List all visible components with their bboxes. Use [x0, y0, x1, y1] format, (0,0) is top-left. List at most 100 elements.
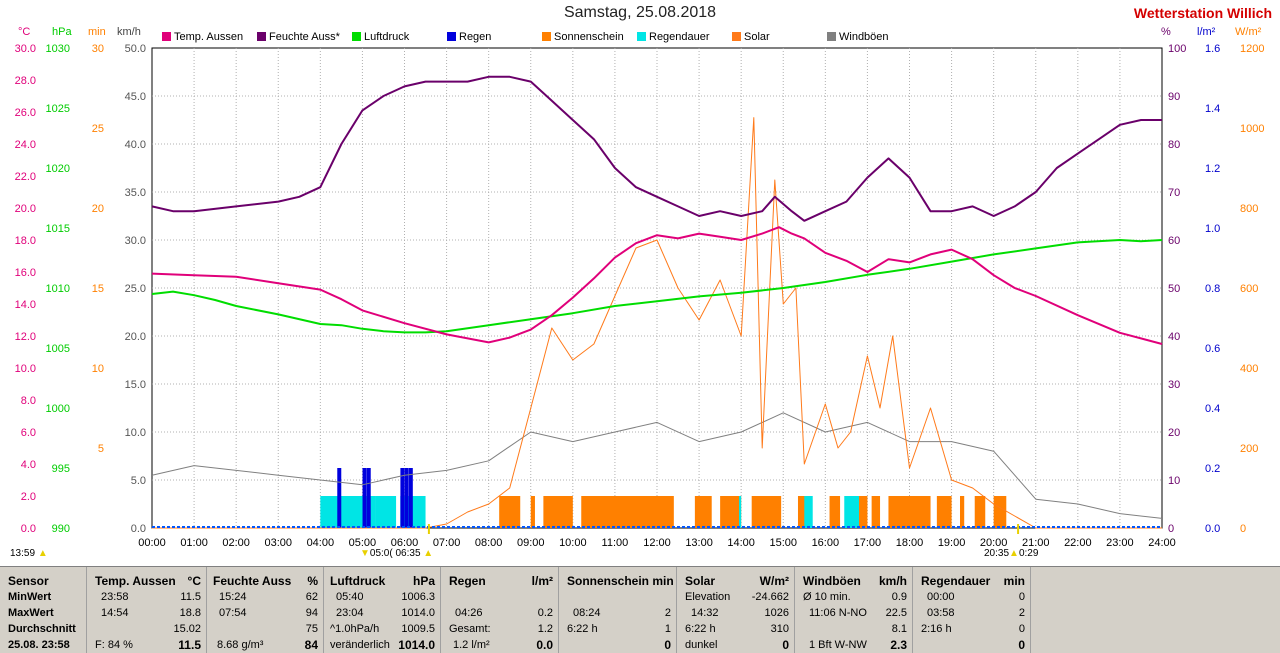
time-note-left: 13:59 ▲ — [10, 548, 48, 559]
stats-rain-max: 0.2 — [537, 607, 553, 619]
y-tick-rain_lm2: 0.2 — [1205, 463, 1220, 475]
series-line-windb-en — [151, 412, 1163, 519]
y-tick-rain_lm2: 1.0 — [1205, 223, 1220, 235]
y-tick-minutes: 5 — [98, 443, 104, 455]
stats-raintime-max: 2 — [1018, 607, 1025, 619]
stats-raintime-min-time: 00:00 — [927, 591, 955, 603]
stats-raintime-current: 0 — [1018, 638, 1025, 652]
statistics-panel: Sensor MinWert MaxWert Durchschnitt 25.0… — [0, 566, 1280, 653]
stats-pressure-min: 1006.3 — [401, 591, 435, 603]
y-tick-temp_c: 20.0 — [15, 203, 36, 215]
y-tick-percent: 50 — [1168, 283, 1180, 295]
x-tick-label: 16:00 — [812, 537, 840, 549]
stats-temp-unit: °C — [187, 574, 201, 588]
stats-pressure-max: 1014.0 — [401, 607, 435, 619]
stats-solar-duration: 6:22 h — [685, 623, 716, 635]
y-tick-minutes: 30 — [92, 43, 104, 55]
y-tick-speed_kmh: 0.0 — [131, 523, 146, 535]
sunshine-bar — [859, 496, 868, 528]
stats-solar-current: 0 — [782, 638, 789, 652]
stats-sunshine-total: 6:22 h — [567, 623, 598, 635]
stats-temp-column: Temp. Aussen °C 23:58 11.5 14:54 18.8 15… — [86, 567, 207, 653]
legend-pressure: Luftdruck — [352, 31, 409, 43]
raintime-bar — [844, 496, 859, 528]
stats-gust-column: Windböen km/h Ø 10 min. 0.9 11:06 N-NO 2… — [794, 567, 913, 653]
y-tick-percent: 60 — [1168, 235, 1180, 247]
stats-gust-daily-avg: 8.1 — [891, 623, 907, 635]
stats-gust-current: 2.3 — [890, 638, 907, 652]
sunshine-bar — [720, 496, 742, 528]
series-line-feuchte-auss- — [151, 75, 1162, 222]
y-tick-pressure_hpa: 990 — [52, 523, 70, 535]
rain-bar — [408, 468, 413, 528]
stats-raintime-avg: 0 — [1018, 623, 1025, 635]
stats-humidity-max-time: 07:54 — [219, 607, 247, 619]
stats-gust-avg10: 0.9 — [891, 591, 907, 603]
y-tick-speed_kmh: 30.0 — [125, 235, 146, 247]
stats-sunshine-column: Sonnenschein min 08:24 2 6:22 h 1 0 — [558, 567, 677, 653]
x-tick-label: 14:00 — [727, 537, 755, 549]
y-tick-temp_c: 6.0 — [21, 427, 36, 439]
percent-axis-unit: % — [1161, 26, 1171, 38]
stats-raintime-column: Regendauer min 00:00 0 03:58 2 2:16 h 0 … — [912, 567, 1031, 653]
station-name[interactable]: Wetterstation Willich — [1133, 5, 1272, 21]
stats-raintime-header: Regendauer — [921, 574, 991, 588]
stats-pressure-current: 1014.0 — [398, 638, 435, 652]
x-tick-label: 13:00 — [685, 537, 713, 549]
chart-title: Samstag, 25.08.2018 — [563, 4, 717, 21]
stats-humidity-min: 62 — [305, 591, 318, 603]
legend-humidity: Feuchte Auss* — [257, 31, 340, 43]
y-tick-pressure_hpa: 1005 — [46, 343, 70, 355]
x-tick-label: 23:00 — [1106, 537, 1134, 549]
stats-gust-beaufort: 1 Bft W-NW — [809, 639, 867, 651]
y-tick-temp_c: 8.0 — [21, 395, 36, 407]
series-line-solar — [152, 117, 1162, 529]
stats-sunshine-max-time: 08:24 — [573, 607, 601, 619]
weather-chart: 00:00 01:00 02:00 03:00 04:00 05:00 06:00 07:00… — [15, 43, 1265, 549]
y-tick-pressure_hpa: 1020 — [46, 163, 70, 175]
y-tick-pressure_hpa: 1010 — [46, 283, 70, 295]
x-tick-label: 20:00 — [980, 537, 1008, 549]
stats-solar-header: Solar — [685, 574, 716, 588]
stats-sunshine-current: 0 — [664, 638, 671, 652]
sunshine-bar — [993, 496, 1007, 528]
sunshine-bar — [936, 496, 952, 528]
y-tick-pressure_hpa: 1000 — [46, 403, 70, 415]
y-tick-percent: 40 — [1168, 331, 1180, 343]
sunshine-bar — [751, 496, 782, 528]
stats-gust-avg-label: Ø 10 min. — [803, 591, 851, 603]
stats-solar-unit: W/m² — [759, 574, 789, 588]
sunshine-bar — [530, 496, 535, 528]
y-tick-speed_kmh: 10.0 — [125, 427, 146, 439]
rain-bar — [362, 468, 367, 528]
x-tick-label: 04:00 — [307, 537, 335, 549]
stats-temp-current: 11.5 — [178, 638, 201, 652]
y-tick-solar_wm2: 400 — [1240, 363, 1258, 375]
series-line-temp-aussen — [151, 226, 1163, 345]
sunshine-bar — [694, 496, 712, 528]
sunshine-bar — [871, 496, 881, 528]
y-tick-temp_c: 28.0 — [15, 75, 36, 87]
legend-rain: Regen — [447, 31, 491, 43]
x-tick-label: 09:00 — [517, 537, 545, 549]
stats-row-current: 25.08. 23:58 — [8, 639, 70, 651]
raintime-bar — [804, 496, 813, 528]
stats-humidity-avg: 75 — [305, 623, 318, 635]
sunshine-bar — [499, 496, 521, 528]
y-tick-rain_lm2: 1.4 — [1205, 103, 1220, 115]
y-tick-pressure_hpa: 1015 — [46, 223, 70, 235]
stats-pressure-unit: hPa — [412, 574, 435, 588]
stats-gust-max-time: 11:06 N-NO — [809, 607, 867, 619]
rain-bar — [404, 468, 409, 528]
stats-temp-min-time: 23:58 — [101, 591, 129, 603]
y-tick-percent: 90 — [1168, 91, 1180, 103]
rain-bar — [366, 468, 371, 528]
stats-rain-sum: 1.2 l/m² — [453, 639, 490, 651]
stats-sensor-column: Sensor MinWert MaxWert Durchschnitt 25.0… — [0, 567, 86, 653]
y-tick-pressure_hpa: 1030 — [46, 43, 70, 55]
y-tick-minutes: 15 — [92, 283, 104, 295]
y-tick-temp_c: 14.0 — [15, 299, 36, 311]
x-tick-label: 18:00 — [896, 537, 924, 549]
legend-gust: Windböen — [827, 31, 889, 43]
y-tick-rain_lm2: 0.6 — [1205, 343, 1220, 355]
